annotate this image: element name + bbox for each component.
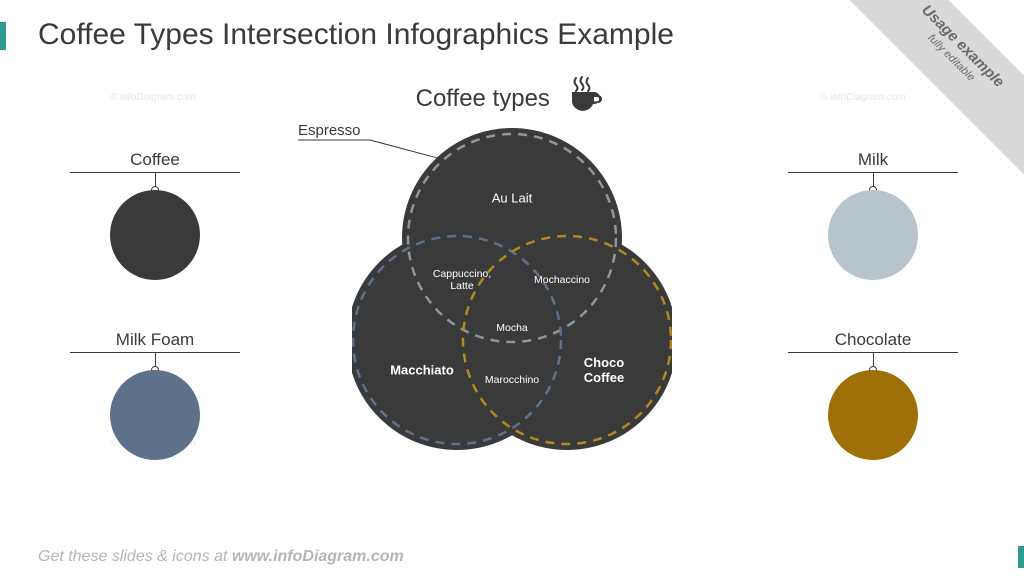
footer-prefix: Get these slides & icons at: [38, 548, 232, 565]
legend-stem: [155, 353, 156, 367]
legend-label: Milk: [854, 150, 892, 172]
legend-label: Coffee: [126, 150, 184, 172]
venn-label-cappuccino: Cappuccino,Latte: [422, 268, 502, 292]
legend-ball: [828, 370, 918, 460]
legend-coffee: Coffee: [70, 150, 240, 280]
slide: Coffee Types Intersection Infographics E…: [0, 0, 1024, 576]
legend-stem: [155, 173, 156, 187]
subtitle-text: Coffee types: [416, 85, 550, 113]
legend-chocolate: Chocolate: [788, 330, 958, 460]
legend-milkfoam: Milk Foam: [70, 330, 240, 460]
venn-label-mochaccino: Mochaccino: [534, 274, 590, 286]
footer-text: Get these slides & icons at www.infoDiag…: [38, 548, 404, 566]
accent-bar-left: [0, 22, 6, 50]
footer-link: www.infoDiagram.com: [232, 548, 404, 565]
venn-label-macchiato: Macchiato: [390, 363, 454, 378]
venn-label-choco: ChocoCoffee: [564, 355, 644, 385]
venn-diagram: Au Lait Macchiato ChocoCoffee Cappuccino…: [352, 120, 672, 450]
legend-label: Milk Foam: [112, 330, 198, 352]
legend-label: Chocolate: [831, 330, 916, 352]
venn-label-aulait: Au Lait: [492, 191, 532, 206]
legend-stem: [873, 173, 874, 187]
legend-ball: [828, 190, 918, 280]
subtitle-wrap: Coffee types: [0, 76, 1024, 121]
coffee-cup-icon: [564, 76, 608, 121]
legend-ball: [110, 190, 200, 280]
legend-stem: [873, 353, 874, 367]
page-title: Coffee Types Intersection Infographics E…: [38, 18, 674, 52]
legend-milk: Milk: [788, 150, 958, 280]
venn-label-marocchino: Marocchino: [485, 374, 539, 386]
venn-label-mocha: Mocha: [496, 322, 528, 334]
accent-bar-bottom-right: [1018, 546, 1024, 568]
legend-ball: [110, 370, 200, 460]
